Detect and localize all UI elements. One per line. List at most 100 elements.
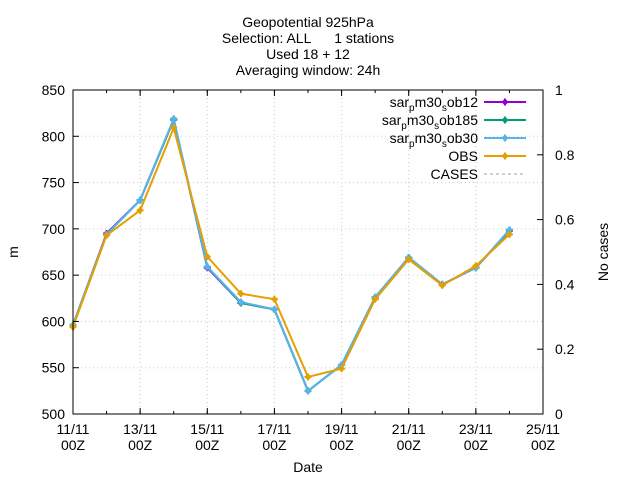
series-line (72, 115, 511, 393)
x-tick-label: 11/11 (57, 421, 90, 437)
series-group (69, 115, 513, 395)
data-point (103, 231, 111, 239)
x-tick-label: 00Z (464, 437, 489, 453)
legend-point-dot (502, 153, 508, 159)
point-dot (238, 299, 244, 305)
data-point (505, 230, 513, 238)
data-point (405, 255, 413, 263)
data-point (472, 262, 480, 270)
legend-label-part: sar (382, 112, 402, 128)
data-point (270, 305, 278, 313)
y-tick-label: 550 (42, 360, 66, 376)
data-point (237, 298, 245, 306)
y2-tick-label: 1 (555, 82, 563, 98)
point-dot (305, 388, 311, 394)
legend-label-subscript: p (409, 103, 415, 114)
x-tick-label: 23/11 (459, 421, 493, 437)
point-dot (204, 264, 210, 270)
y-tick-label: 650 (42, 267, 66, 283)
title-line: Geopotential 925hPa (242, 14, 374, 30)
legend: sarpm30sob12sarpm30sob185sarpm30sob30OBS… (382, 94, 526, 182)
x-tick-label: 17/11 (257, 421, 291, 437)
point-dot (271, 296, 278, 302)
legend-label-subscript: p (401, 121, 407, 132)
data-point (203, 263, 211, 271)
legend-point-dot (502, 99, 508, 105)
legend-entry-label: sarpm30sob30 (390, 130, 479, 150)
x-tick-label: 13/11 (123, 421, 157, 437)
legend-label-part: m30 (415, 130, 442, 146)
legend-label-part: ob30 (447, 130, 478, 146)
legend-entry-label: sarpm30sob185 (382, 112, 478, 132)
point-dot (171, 116, 177, 122)
point-dot (171, 125, 177, 131)
point-dot (372, 296, 378, 302)
point-dot (473, 263, 479, 269)
point-dot (137, 207, 143, 213)
title-line: Used 18 + 12 (266, 46, 350, 62)
point-dot (439, 282, 445, 288)
x-tick-label: 21/11 (392, 421, 426, 437)
y2-tick-label: 0.8 (555, 147, 575, 163)
legend-entry-label: OBS (448, 148, 478, 164)
legend-label-subscript: s (442, 103, 447, 114)
data-point (136, 196, 144, 204)
legend-cases-label: CASES (431, 166, 478, 182)
y-tick-label: 700 (42, 221, 66, 237)
point-dot (506, 227, 513, 233)
point-dot (103, 232, 110, 238)
title-line: Selection: ALL 1 stations (222, 30, 394, 46)
series-line (72, 124, 511, 379)
y-tick-label: 850 (42, 82, 66, 98)
legend-label-subscript: s (442, 139, 447, 150)
point-dot (271, 306, 278, 312)
point-dot (406, 256, 412, 263)
data-point (371, 295, 379, 303)
x-axis-label: Date (293, 459, 323, 475)
legend-label-part: ob12 (447, 94, 478, 110)
x-tick-label: 00Z (531, 437, 556, 453)
x-tick-label: 00Z (128, 437, 153, 453)
y2-tick-label: 0 (555, 406, 563, 422)
data-point (438, 281, 446, 289)
axis-ticks: 500 550 600 650 700 750 800 850 0 0.2 0.4 0.6 0.8 1 11… (42, 82, 575, 453)
data-point (270, 295, 278, 303)
legend-label-part: m30 (415, 94, 442, 110)
data-point (170, 124, 178, 132)
point-dot (204, 254, 210, 260)
title-line: Averaging window: 24h (236, 62, 381, 78)
data-point (237, 290, 245, 298)
legend-label-subscript: p (409, 139, 415, 150)
y-tick-label: 600 (42, 313, 66, 329)
x-tick-label: 19/11 (325, 421, 359, 437)
legend-label-part: OBS (448, 148, 478, 164)
x-tick-label: 00Z (61, 437, 86, 453)
y-tick-label: 750 (42, 175, 66, 191)
data-point (136, 206, 144, 214)
y2-tick-label: 0.4 (555, 276, 575, 292)
x-tick-label: 00Z (262, 437, 287, 453)
data-point (304, 373, 312, 381)
point-dot (305, 374, 311, 380)
data-point (203, 253, 211, 261)
data-point (304, 387, 312, 395)
x-tick-label: 00Z (397, 437, 422, 453)
legend-label-part: m30 (407, 112, 434, 128)
x-tick-label: 00Z (330, 437, 355, 453)
x-tick-label: 25/11 (526, 421, 560, 437)
legend-label-subscript: s (434, 121, 439, 132)
y2-tick-label: 0.2 (555, 341, 575, 357)
legend-label-part: sar (390, 130, 410, 146)
data-point (170, 115, 178, 123)
legend-point-dot (502, 135, 508, 141)
y2-tick-label: 0.6 (555, 212, 575, 228)
legend-entry-label: sarpm30sob12 (390, 94, 479, 114)
point-dot (137, 197, 143, 203)
legend-point-dot (502, 117, 508, 123)
y-tick-label: 500 (42, 406, 66, 422)
legend-label-part: sar (390, 94, 410, 110)
y-axis-label: m (5, 246, 21, 258)
point-dot (338, 366, 345, 372)
point-dot (238, 291, 244, 297)
